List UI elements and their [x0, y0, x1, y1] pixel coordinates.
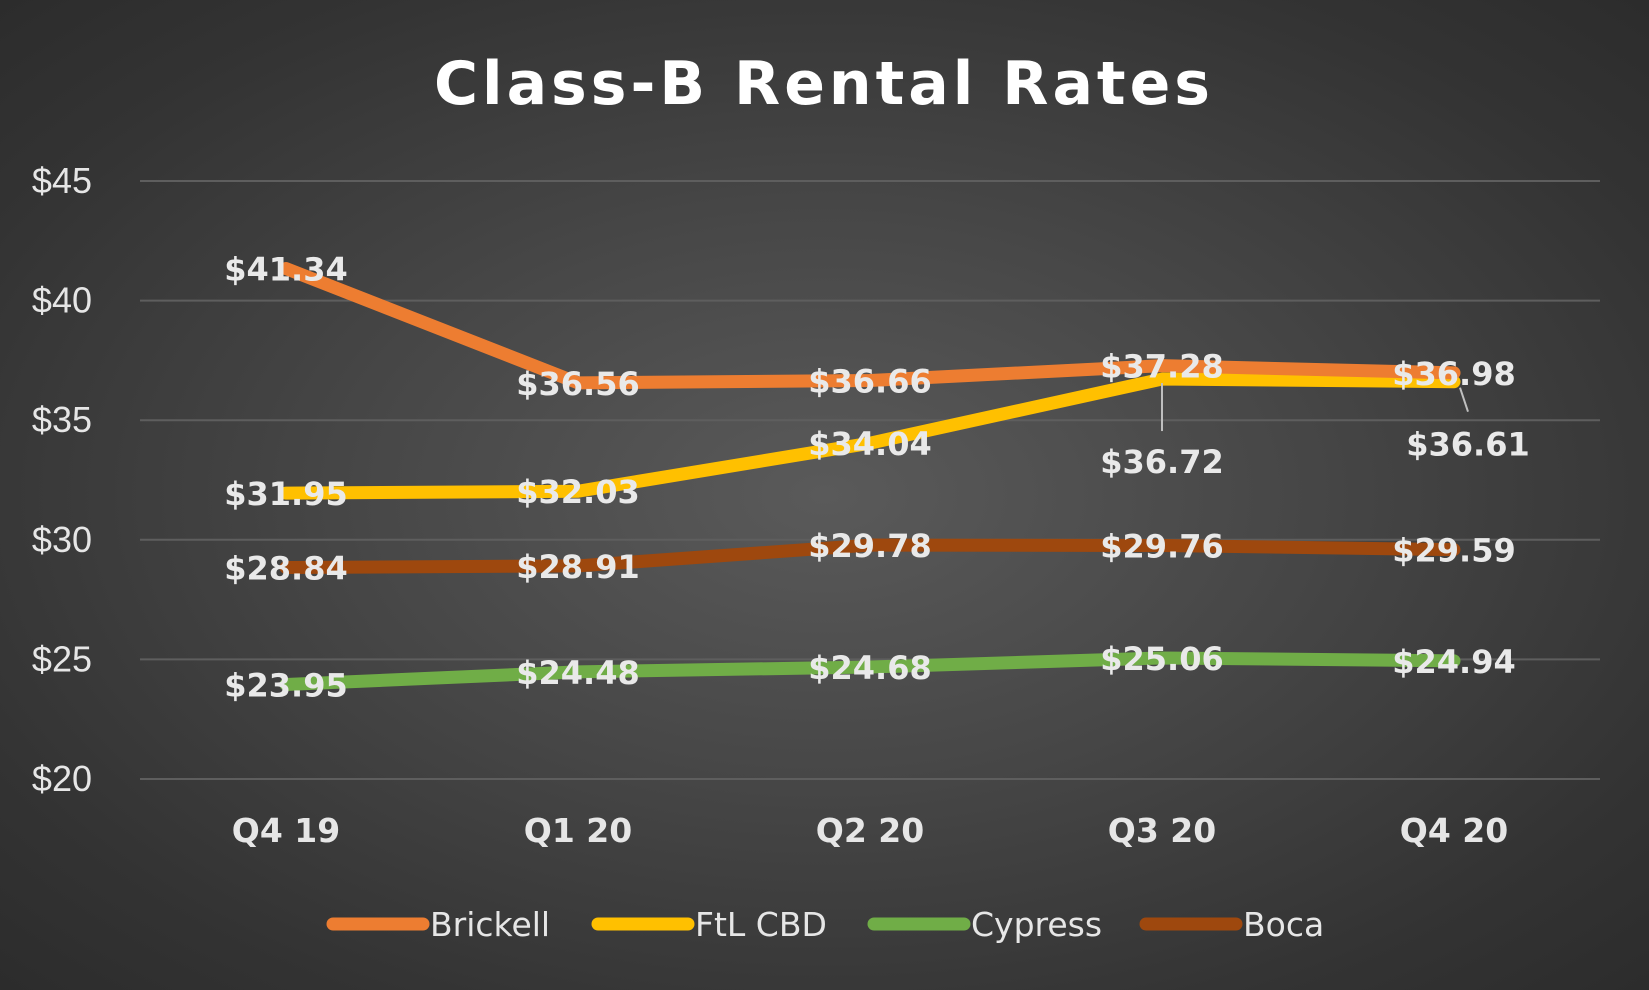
data-label: $24.68	[808, 649, 931, 687]
data-labels: $41.34 $36.56 $36.66 $37.28 $36.98 $31.95 $32.…	[224, 251, 1529, 705]
data-label: $24.48	[516, 654, 639, 692]
data-point	[1453, 380, 1455, 383]
data-point	[285, 267, 287, 270]
data-label: $29.59	[1392, 532, 1515, 570]
x-tick-label: Q4 19	[232, 811, 340, 850]
data-label: $32.03	[516, 473, 639, 511]
legend-label: Brickell	[430, 905, 550, 944]
label-leader-lines	[1161, 383, 1469, 432]
legend-label: Boca	[1243, 905, 1324, 944]
data-point	[1453, 371, 1455, 374]
data-point	[285, 683, 287, 686]
data-point	[869, 379, 871, 382]
x-tick-label: Q2 20	[816, 811, 924, 850]
data-label: $34.04	[808, 425, 931, 463]
series-lines	[279, 262, 1461, 692]
data-point	[869, 442, 871, 445]
data-point	[869, 666, 871, 669]
legend-label: FtL CBD	[695, 905, 827, 944]
chart-title: Class-B Rental Rates	[434, 49, 1214, 119]
legend: Brickell FtL CBD Cypress Boca	[326, 905, 1324, 944]
data-point	[577, 564, 579, 567]
y-tick-label: $25	[32, 638, 92, 679]
y-axis-ticks: $20 $25 $30 $35 $40 $45	[32, 160, 92, 799]
data-point	[577, 490, 579, 493]
data-point	[1161, 378, 1163, 381]
data-point	[285, 492, 287, 495]
data-label: $37.28	[1100, 348, 1223, 386]
legend-label: Cypress	[971, 905, 1102, 944]
y-tick-label: $20	[32, 758, 92, 799]
data-label: $29.78	[808, 527, 931, 565]
data-label: $36.66	[808, 362, 931, 400]
data-label: $36.61	[1406, 426, 1529, 464]
data-label: $36.98	[1392, 355, 1515, 393]
x-tick-label: Q3 20	[1108, 811, 1216, 850]
data-point	[1161, 544, 1163, 547]
y-tick-label: $35	[32, 399, 92, 440]
data-point	[577, 381, 579, 384]
data-label: $29.76	[1100, 528, 1223, 566]
data-label: $25.06	[1100, 640, 1223, 678]
data-point	[577, 670, 579, 673]
data-point	[1453, 548, 1455, 551]
x-tick-label: Q4 20	[1400, 811, 1508, 850]
data-point	[1161, 656, 1163, 659]
data-label: $23.95	[224, 667, 347, 705]
data-point	[285, 566, 287, 569]
data-label: $28.84	[224, 550, 347, 588]
data-label: $36.72	[1100, 443, 1223, 481]
x-axis-ticks: Q4 19 Q1 20 Q2 20 Q3 20 Q4 20	[232, 811, 1508, 850]
x-tick-label: Q1 20	[524, 811, 632, 850]
data-label: $36.56	[516, 365, 639, 403]
data-point	[869, 544, 871, 547]
gridlines	[140, 180, 1600, 780]
data-label: $28.91	[516, 548, 639, 586]
y-tick-label: $45	[32, 160, 92, 201]
data-label: $41.34	[224, 251, 347, 289]
data-point	[1161, 364, 1163, 367]
leader-line	[1459, 387, 1469, 413]
data-label: $24.94	[1392, 643, 1515, 681]
data-point	[1453, 659, 1455, 662]
data-label: $31.95	[224, 475, 347, 513]
y-tick-label: $40	[32, 280, 92, 321]
y-tick-label: $30	[32, 519, 92, 560]
